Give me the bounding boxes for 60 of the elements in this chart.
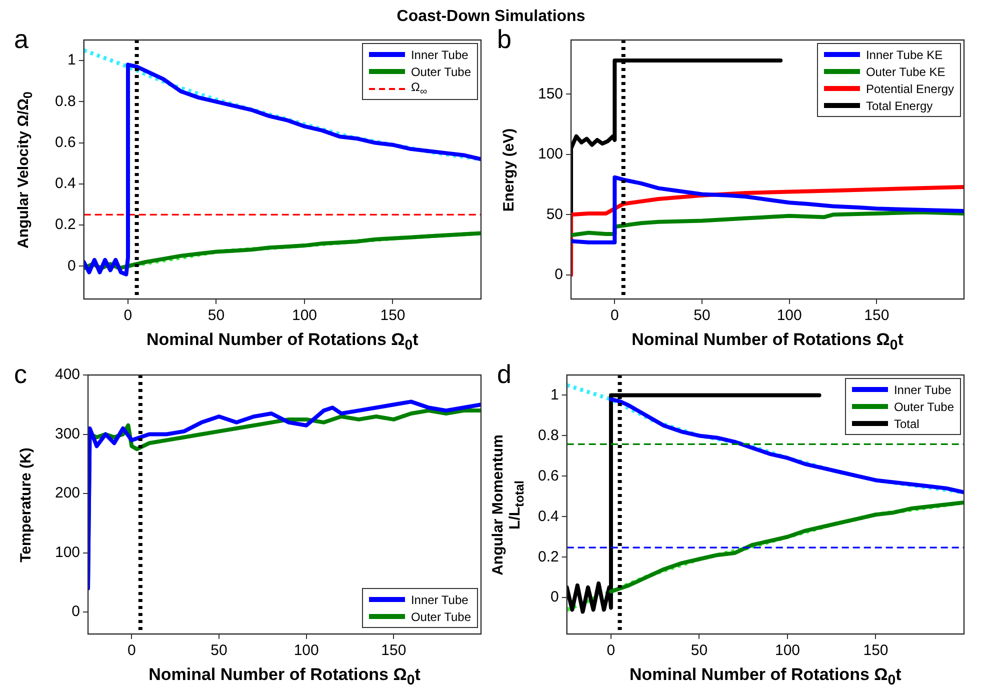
y-tick-label: 150 — [538, 85, 564, 102]
text: b — [497, 24, 512, 55]
text: c — [14, 359, 27, 390]
y-tick-label: 100 — [54, 544, 80, 561]
x-tick-label: 50 — [694, 307, 710, 324]
legend-label: Outer Tube — [410, 64, 471, 78]
legend-label: Inner Tube — [410, 48, 468, 62]
y-tick-label: 0 — [68, 257, 76, 274]
x-tick-label: 100 — [776, 307, 802, 324]
x-axis-title: Nominal Number of Rotations Ω$_{0}$t — [630, 330, 904, 354]
x-axis-title: Nominal Number of Rotations Ω$_{0}$t — [148, 665, 422, 688]
y-axis-title: Energy (eV) — [500, 128, 518, 212]
legend-label: Outer Tube — [894, 400, 954, 414]
x-axis-title: Nominal Number of Rotations Ω$_{0}$t — [146, 330, 420, 354]
y-tick-label: 1 — [550, 386, 559, 404]
x-tick-label: 150 — [380, 307, 406, 324]
y-tick-label: 0.6 — [54, 134, 76, 151]
x-axis-title: Nominal Number of Rotations Ω$_{0}$t — [628, 665, 902, 688]
y-tick-label: 1 — [68, 52, 76, 69]
x-tick-label: 0 — [610, 307, 619, 324]
x-tick-label: 100 — [292, 307, 318, 324]
chart-title: Coast-Down Simulations — [396, 8, 586, 25]
y-tick-label: 0 — [550, 588, 559, 606]
legend-label: Potential Energy — [866, 82, 954, 96]
y-tick-label: 0.4 — [54, 175, 76, 192]
y-tick-label: 50 — [546, 206, 564, 223]
x-tick-label: 150 — [381, 642, 406, 660]
y-tick-label: 100 — [538, 146, 564, 163]
y-tick-label: 0.4 — [538, 508, 559, 525]
legend-label: Inner Tube — [410, 592, 468, 606]
y-tick-label: 300 — [54, 425, 80, 442]
legend-label: Inner Tube — [894, 382, 952, 396]
y-tick-label: 400 — [54, 366, 80, 384]
x-tick-label: 100 — [294, 642, 319, 660]
y-tick-label: 0.6 — [538, 467, 559, 484]
x-tick-label: 100 — [774, 642, 800, 660]
text: d — [497, 359, 512, 390]
x-tick-label: 0 — [128, 642, 136, 660]
y-axis-title: Temperature (K) — [18, 447, 34, 562]
x-tick-label: 0 — [124, 307, 132, 324]
legend-label: Outer Tube — [410, 610, 471, 624]
y-tick-label: 0 — [72, 603, 80, 620]
x-tick-label: 50 — [210, 642, 228, 660]
y-tick-label: 0.2 — [538, 548, 559, 566]
legend-label: Total Energy — [866, 98, 933, 112]
x-tick-label: 50 — [690, 642, 708, 660]
legend-label: Ω$_{∞}$ — [410, 80, 428, 98]
legend-label: Outer Tube KE — [866, 64, 946, 78]
x-tick-label: 0 — [606, 642, 616, 660]
y-tick-label: 0.8 — [54, 92, 76, 110]
y-tick-label: 0.2 — [54, 216, 76, 234]
y-tick-label: 0 — [554, 266, 564, 284]
legend-label: Total — [894, 416, 920, 430]
x-tick-label: 50 — [208, 307, 225, 324]
y-tick-label: 0.8 — [538, 426, 559, 444]
x-tick-label: 150 — [864, 307, 890, 324]
legend-label: Inner Tube KE — [866, 48, 943, 62]
y-tick-label: 200 — [54, 484, 80, 502]
x-tick-label: 150 — [863, 642, 888, 660]
text: a — [14, 24, 28, 55]
